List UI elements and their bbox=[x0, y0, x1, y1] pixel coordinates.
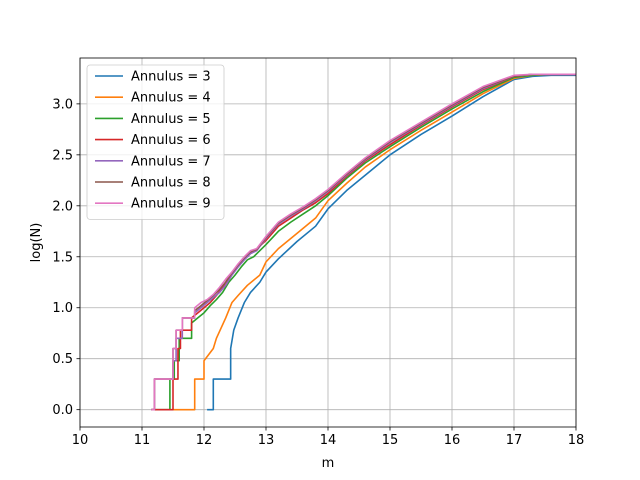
legend-box bbox=[86, 64, 225, 220]
legend-label: Annulus = 8 bbox=[131, 176, 211, 191]
x-tick-label: 11 bbox=[134, 433, 151, 448]
x-tick-label: 18 bbox=[568, 433, 585, 448]
x-tick-label: 14 bbox=[320, 433, 337, 448]
y-tick-label: 1.5 bbox=[52, 250, 73, 265]
legend-label: Annulus = 3 bbox=[131, 70, 211, 85]
y-axis-label: log(N) bbox=[29, 223, 44, 263]
x-axis-label: m bbox=[322, 456, 335, 471]
x-tick-label: 10 bbox=[72, 433, 89, 448]
y-tick-label: 3.0 bbox=[52, 97, 73, 112]
x-tick-label: 15 bbox=[382, 433, 399, 448]
series-line-annulus-4 bbox=[173, 73, 576, 411]
legend: Annulus = 3 Annulus = 4 Annulus = 5 Annulus… bbox=[86, 64, 225, 220]
y-tick-label: 0.0 bbox=[52, 403, 73, 418]
plot-lines bbox=[151, 73, 576, 411]
x-tick-label: 13 bbox=[258, 433, 275, 448]
series-line-annulus-9 bbox=[151, 73, 576, 411]
legend-label: Annulus = 6 bbox=[131, 133, 211, 148]
legend-label: Annulus = 5 bbox=[131, 112, 211, 127]
legend-label: Annulus = 9 bbox=[131, 197, 211, 212]
x-tick-label: 17 bbox=[506, 433, 523, 448]
y-tick-label: 2.0 bbox=[52, 199, 73, 214]
y-tick-label: 2.5 bbox=[52, 148, 73, 163]
y-axis-ticks: 0.0 0.5 1.0 1.5 2.0 2.5 3.0 bbox=[52, 97, 80, 418]
y-tick-label: 1.0 bbox=[52, 301, 73, 316]
series-line-annulus-5 bbox=[151, 73, 576, 411]
x-axis-ticks: 10 11 12 13 14 15 16 17 18 bbox=[72, 427, 585, 448]
x-tick-label: 16 bbox=[444, 433, 461, 448]
x-tick-label: 12 bbox=[196, 433, 213, 448]
legend-label: Annulus = 4 bbox=[131, 91, 211, 106]
y-tick-label: 0.5 bbox=[52, 352, 73, 367]
series-line-annulus-3 bbox=[207, 74, 576, 411]
legend-label: Annulus = 7 bbox=[131, 154, 211, 169]
